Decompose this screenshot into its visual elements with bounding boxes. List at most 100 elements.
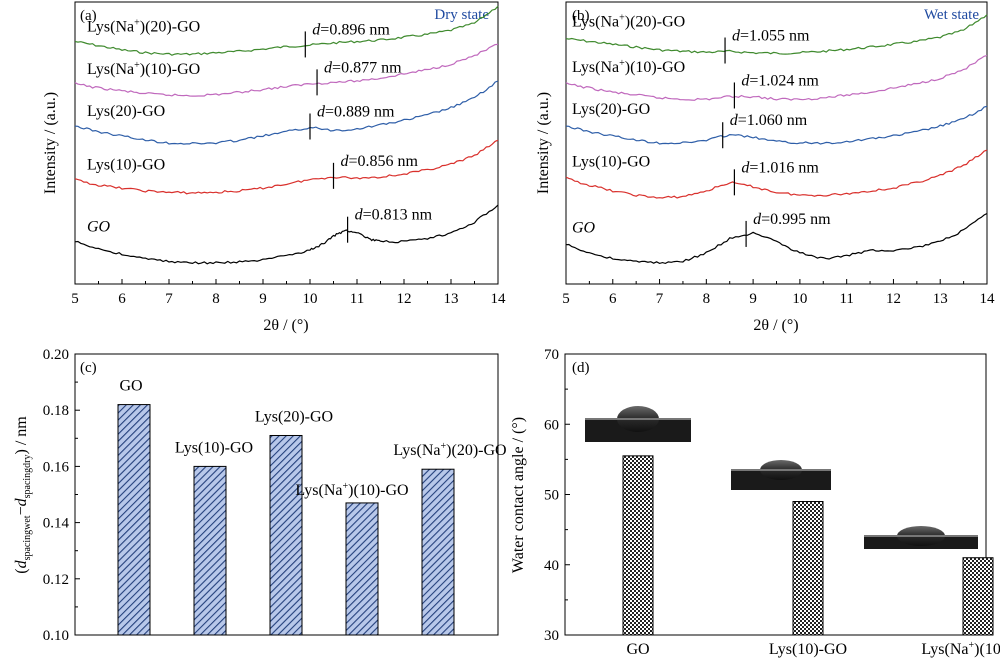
a-series-4: d=0.813 nm GO — [74, 204, 499, 265]
d-bar — [622, 455, 654, 636]
d-value: =1.016 nm — [749, 159, 819, 176]
d-value: =0.995 nm — [761, 211, 831, 228]
d-value: =0.896 nm — [320, 21, 390, 38]
a-series-2: d=0.889 nm Lys(20)-GO — [74, 80, 499, 145]
label-part: Lys(Na — [295, 482, 342, 499]
d-value: =0.889 nm — [325, 103, 395, 120]
a-d-spacing-label: d=0.889 nm — [317, 103, 395, 120]
label-part: )(10)-GO — [140, 61, 200, 78]
d-value: =1.060 nm — [738, 112, 808, 129]
a-x-tick-label: 8 — [212, 291, 220, 307]
c-bar — [193, 465, 227, 636]
label-part: Lys(Na — [87, 18, 134, 35]
panel-d-contact-angle: (d) Water contact angle / (°) 30 40 50 60 70… — [510, 347, 1000, 658]
a-series-line — [74, 204, 499, 265]
label-part: Lys(Na — [393, 442, 440, 459]
label-part: Lys(Na — [572, 14, 619, 31]
panel-a-x-axis-label: 2θ / (°) — [263, 317, 308, 334]
label-part: )(10)-GO — [348, 482, 408, 499]
c-bar — [269, 434, 303, 636]
b-series-line — [565, 149, 988, 199]
label-superscript: + — [134, 60, 140, 71]
a-series-line — [74, 5, 499, 56]
label-part: )(20)-GO — [446, 442, 506, 459]
droplet-substrate-edge — [585, 418, 691, 420]
label-part: Lys(Na — [572, 59, 619, 76]
b-x-tick-label: 7 — [656, 291, 664, 307]
droplet-image — [864, 526, 978, 549]
d-category-label: Lys(10)-GO — [769, 641, 847, 658]
label-part: )(20)-GO — [625, 14, 685, 31]
a-x-tick-label: 14 — [491, 291, 507, 307]
panel-a-label: (a) — [80, 8, 97, 24]
d-y-tick-label: 60 — [544, 417, 559, 433]
d-symbol: d — [730, 112, 739, 129]
d-symbol: d — [355, 207, 364, 224]
droplet-image — [731, 460, 831, 490]
b-d-spacing-label: d=1.024 nm — [741, 72, 819, 89]
b-series-line — [565, 105, 988, 145]
c-bar — [421, 468, 455, 636]
c-category-label: Lys(10)-GO — [175, 439, 253, 456]
c-ylabel-d2: d — [13, 497, 30, 506]
c-y-tick-label: 0.18 — [43, 403, 69, 419]
a-series-1: d=0.877 nm Lys(Na+)(10)-GO — [74, 43, 499, 97]
a-d-spacing-label: d=0.896 nm — [312, 21, 390, 38]
d-y-tick-label: 30 — [544, 628, 559, 644]
b-series-name: Lys(10)-GO — [572, 153, 650, 170]
d-bar — [962, 557, 994, 636]
b-series-line — [565, 55, 988, 101]
label-superscript: + — [343, 481, 349, 492]
c-ylabel-sub2: spacingdry — [22, 454, 33, 498]
droplet-substrate-edge — [731, 469, 831, 471]
label-superscript: + — [441, 441, 447, 452]
d-symbol: d — [317, 103, 326, 120]
b-series-3: d=1.016 nm Lys(10)-GO — [565, 149, 988, 199]
label-superscript: + — [134, 17, 140, 28]
d-value: =0.877 nm — [332, 59, 402, 76]
c-y-tick-label: 0.20 — [43, 347, 69, 363]
c-category-label: Lys(20)-GO — [255, 408, 333, 425]
c-category-label: GO — [119, 378, 142, 395]
d-y-tick-label: 70 — [544, 347, 559, 363]
a-series-name: Lys(10)-GO — [87, 157, 165, 174]
c-y-tick-label: 0.16 — [43, 459, 70, 475]
d-y-tick-label: 50 — [544, 488, 559, 504]
b-series-line — [565, 14, 988, 55]
panel-b-state-label: Wet state — [924, 7, 979, 23]
a-d-spacing-label: d=0.856 nm — [341, 153, 419, 170]
b-x-tick-label: 13 — [933, 291, 948, 307]
a-d-spacing-label: d=0.877 nm — [324, 59, 402, 76]
d-symbol: d — [324, 59, 333, 76]
label-part: Lys(Na — [87, 61, 134, 78]
b-series-4: d=0.995 nm GO — [565, 211, 988, 265]
panel-c-spacing-bars: (c) (dspacingwet−dspacingdry) / nm 0.100… — [13, 347, 507, 644]
c-ylabel-sub1: spacingwet — [22, 515, 33, 560]
d-value: =1.024 nm — [749, 72, 819, 89]
c-y-tick-label: 0.12 — [43, 572, 69, 588]
d-value: =0.813 nm — [363, 207, 433, 224]
a-series-name: Lys(Na+)(10)-GO — [87, 60, 200, 78]
c-category-label: Lys(Na+)(20)-GO — [393, 441, 506, 459]
c-y-tick-label: 0.14 — [43, 516, 70, 532]
panel-a-state-label: Dry state — [434, 7, 489, 23]
b-d-spacing-label: d=1.060 nm — [730, 112, 808, 129]
label-part: )(20)-GO — [140, 18, 200, 35]
panel-a-y-axis-label: Intensity / (a.u.) — [42, 92, 59, 194]
panel-b-x-axis-label: 2θ / (°) — [753, 317, 798, 334]
b-series-name: Lys(Na+)(20)-GO — [572, 13, 685, 31]
a-x-tick-label: 6 — [118, 291, 126, 307]
panel-c-y-axis-label: (dspacingwet−dspacingdry) / nm — [13, 416, 33, 574]
label-part: )(10)-GO — [974, 641, 1000, 658]
a-x-tick-label: 5 — [71, 291, 79, 307]
a-series-0: d=0.896 nm Lys(Na+)(20)-GO — [74, 5, 499, 58]
a-series-3: d=0.856 nm Lys(10)-GO — [74, 139, 499, 195]
a-series-name: GO — [87, 219, 111, 236]
a-x-tick-label: 11 — [350, 291, 364, 307]
d-symbol: d — [312, 21, 321, 38]
d-category-label: Lys(Na+)(10)-GO — [921, 640, 1000, 658]
c-bar — [117, 404, 151, 636]
droplet-substrate-edge — [864, 535, 978, 537]
droplet-image — [585, 406, 691, 442]
